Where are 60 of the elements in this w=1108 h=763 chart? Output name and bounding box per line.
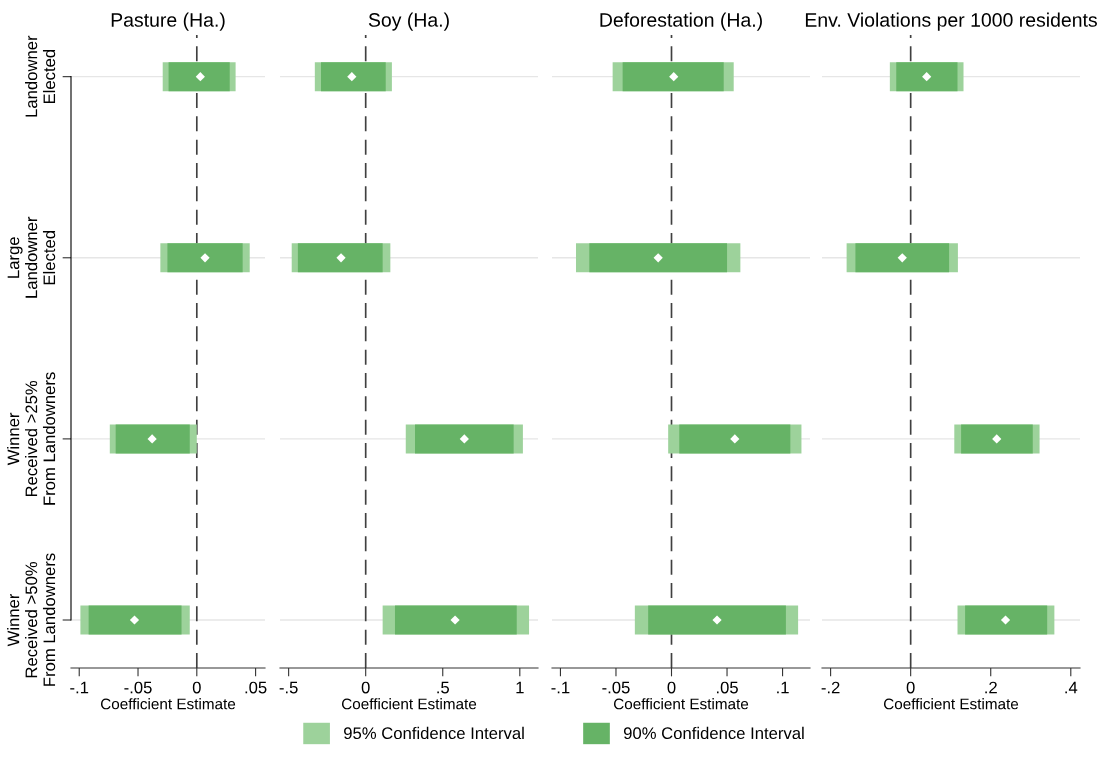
- y-tick-label: Winner Received >25% From Landowners: [7, 372, 56, 505]
- point: [347, 72, 357, 82]
- legend-label: 90% Confidence Interval: [623, 726, 804, 740]
- y-tick-label: Landowner Elected: [25, 35, 56, 117]
- x-tick-label: .05: [245, 681, 267, 694]
- bar: [167, 243, 243, 273]
- x-axis-title: Coefficient Estimate: [100, 698, 236, 710]
- bar: [168, 62, 230, 92]
- chart-title: Pasture (Ha.): [111, 12, 225, 31]
- x-tick-label: -.1: [70, 681, 89, 694]
- bar: [415, 424, 514, 454]
- point: [992, 434, 1002, 444]
- point: [147, 434, 157, 444]
- point: [200, 253, 210, 263]
- chart-title: Deforestation (Ha.): [600, 12, 762, 31]
- x-tick-label: 0: [192, 681, 201, 694]
- x-tick-label: 0: [667, 681, 676, 694]
- y-tick-label: Winner Received >50% From Landowners: [7, 553, 56, 686]
- x-axis-title: Coefficient Estimate: [341, 698, 477, 710]
- legend-label: 95% Confidence Interval: [344, 726, 524, 740]
- x-tick-label: .2: [985, 681, 997, 694]
- x-tick-label: -.1: [551, 681, 570, 694]
- x-tick-label: -.2: [821, 681, 840, 694]
- point: [459, 434, 469, 444]
- bar: [855, 243, 950, 273]
- x-tick-label: -.5: [279, 681, 298, 694]
- bar: [589, 243, 728, 273]
- x-tick-label: -.05: [124, 681, 152, 694]
- bar: [648, 605, 786, 635]
- point: [922, 72, 932, 82]
- point: [129, 615, 140, 625]
- x-tick-label: .4: [1065, 681, 1078, 694]
- point: [897, 253, 907, 263]
- bar: [321, 62, 386, 92]
- x-tick-label: .5: [437, 681, 449, 694]
- bar: [394, 605, 517, 635]
- x-tick-label: 0: [361, 681, 370, 694]
- x-axis-title: Coefficient Estimate: [883, 698, 1019, 710]
- bar: [896, 62, 958, 92]
- x-tick-label: 0: [906, 681, 915, 694]
- chart-title: Soy (Ha.): [368, 12, 449, 31]
- point: [195, 72, 205, 82]
- bar: [965, 605, 1048, 635]
- point: [336, 253, 346, 263]
- bar: [622, 62, 724, 92]
- x-tick-label: 1: [516, 681, 524, 694]
- y-tick-label: Large Landowner Elected: [7, 216, 56, 298]
- chart-title: Env. Violations per 1000 residents: [805, 12, 1097, 31]
- point: [730, 434, 740, 444]
- bar: [679, 424, 791, 454]
- bar: [961, 424, 1033, 454]
- x-axis-title: Coefficient Estimate: [613, 698, 749, 710]
- x-tick-label: .1: [777, 681, 789, 694]
- point: [450, 615, 460, 625]
- point: [712, 615, 722, 625]
- x-tick-label: -.05: [602, 681, 630, 694]
- point: [1000, 615, 1011, 625]
- point: [669, 72, 679, 82]
- point: [653, 253, 663, 263]
- x-tick-label: .05: [716, 681, 738, 694]
